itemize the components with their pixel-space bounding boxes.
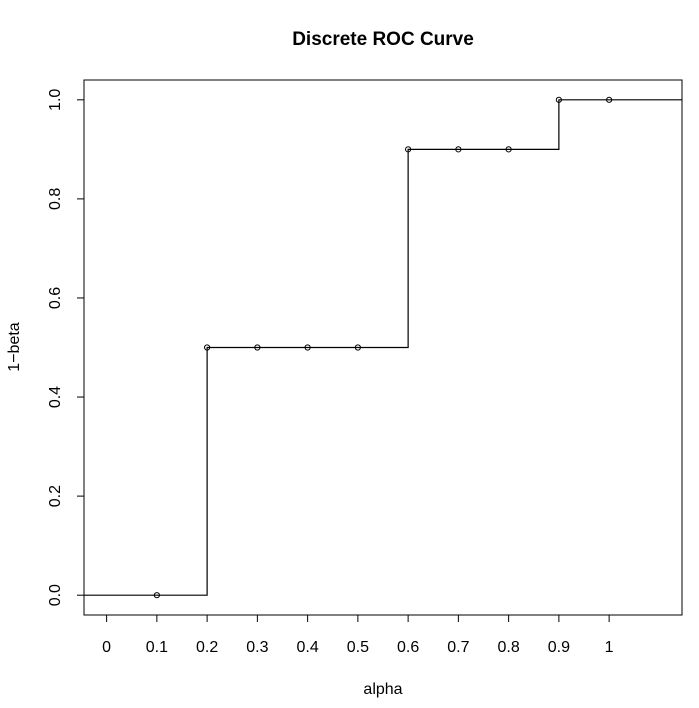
x-tick-label: 0.2 xyxy=(196,639,218,656)
x-tick-label: 0.5 xyxy=(347,639,369,656)
roc-point xyxy=(254,344,261,351)
y-tick-label: 0.0 xyxy=(47,584,64,606)
y-axis: 0.0 0.2 0.4 0.6 0.8 1.0 xyxy=(47,89,85,606)
x-tick-label: 0.6 xyxy=(397,639,419,656)
x-tick-label: 0.7 xyxy=(447,639,469,656)
y-tick-label: 1.0 xyxy=(47,89,64,111)
y-tick-label: 0.6 xyxy=(47,287,64,309)
roc-step-line xyxy=(84,99,682,596)
x-tick-label: 0.4 xyxy=(296,639,318,656)
x-tick-label: 0.8 xyxy=(498,639,520,656)
chart-title: Discrete ROC Curve xyxy=(292,29,474,50)
x-tick-label: 0.1 xyxy=(146,639,168,656)
roc-point xyxy=(606,96,613,103)
roc-point xyxy=(455,146,462,153)
roc-point xyxy=(304,344,311,351)
roc-point xyxy=(505,146,512,153)
x-tick-label: 0.3 xyxy=(246,639,268,656)
roc-series xyxy=(84,96,682,599)
roc-point xyxy=(204,344,211,351)
x-tick-label: 0.9 xyxy=(548,639,570,656)
roc-point xyxy=(555,96,562,103)
x-axis-label: alpha xyxy=(363,681,402,698)
roc-point xyxy=(354,344,361,351)
x-axis: 0 0.1 0.2 0.3 0.4 0.5 0.6 0.7 0.8 0.9 1 xyxy=(102,614,614,656)
y-tick-label: 0.4 xyxy=(47,386,64,408)
roc-point xyxy=(405,146,412,153)
x-tick-label: 1 xyxy=(605,639,614,656)
x-tick-label: 0 xyxy=(102,639,111,656)
y-tick-label: 0.8 xyxy=(47,188,64,210)
y-tick-label: 0.2 xyxy=(47,485,64,507)
roc-point xyxy=(153,592,160,599)
y-axis-label: 1−beta xyxy=(6,322,23,371)
